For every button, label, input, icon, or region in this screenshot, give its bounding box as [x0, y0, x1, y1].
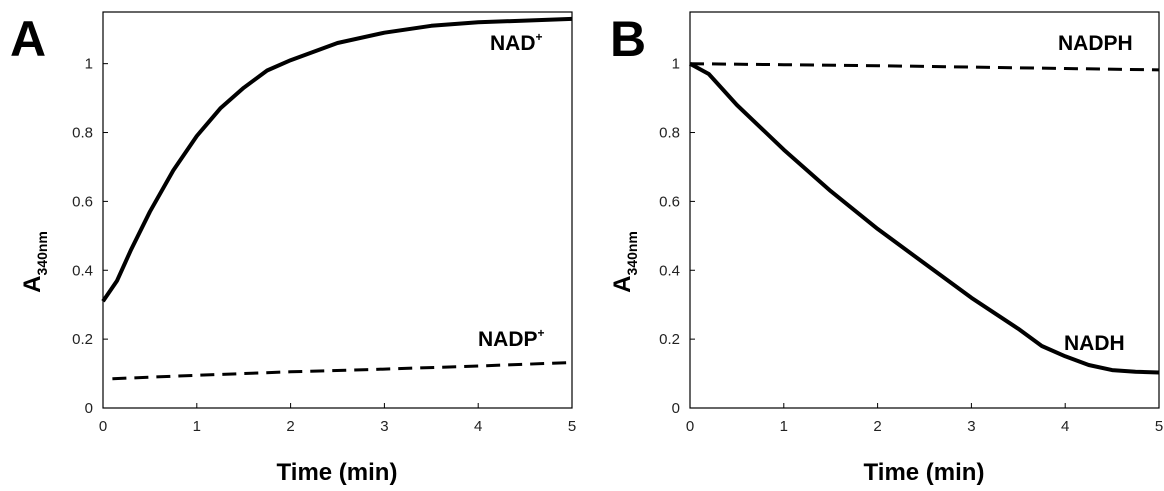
y-tick-label-a: 0 — [85, 400, 93, 417]
series-group-a — [101, 16, 573, 381]
x-tick-label-b: 4 — [1061, 418, 1069, 435]
series-label-nadp-sup: + — [538, 326, 545, 340]
y-tick-label-b: 0 — [672, 400, 680, 417]
tick-group-a: 0 1 2 3 4 5 0 0.2 0.4 0.6 0.8 1 — [72, 56, 576, 435]
y-tick-label-b: 1 — [672, 56, 680, 73]
series-label-nadp: NADP+ — [478, 326, 545, 351]
series-line-nad — [101, 16, 573, 303]
series-label-nadh-main: NADH — [1064, 332, 1125, 355]
series-label-nadph: NADPH — [1058, 32, 1133, 55]
series-line-nadp — [112, 361, 573, 381]
series-line-nadph — [689, 62, 1160, 72]
series-label-nad-main: NAD — [490, 32, 536, 55]
y-tick-label-b: 0.2 — [659, 331, 680, 348]
x-tick-label-a: 1 — [193, 418, 201, 435]
y-tick-label-b: 0.8 — [659, 125, 680, 142]
x-axis-title-a: Time (min) — [277, 459, 398, 486]
y-tick-label-a: 0.2 — [72, 331, 93, 348]
series-group-b — [689, 61, 1160, 375]
x-tick-label-b: 2 — [873, 418, 881, 435]
x-axis-title-b: Time (min) — [864, 459, 985, 486]
y-axis-title-sub-b: 340nm — [624, 231, 640, 275]
y-axis-title-b: A340nm — [609, 231, 640, 293]
y-tick-label-a: 1 — [85, 56, 93, 73]
x-tick-label-a: 2 — [286, 418, 294, 435]
y-tick-label-b: 0.4 — [659, 262, 680, 279]
y-axis-title-sub-a: 340nm — [34, 231, 50, 275]
series-label-nadp-main: NADP — [478, 328, 538, 351]
plot-frame-b — [689, 11, 1160, 409]
x-tick-label-a: 4 — [474, 418, 482, 435]
y-tick-label-a: 0.6 — [72, 193, 93, 210]
x-tick-label-b: 5 — [1155, 418, 1163, 435]
panel-a: A 0 1 2 3 4 500.20.40.60.81 Time (min) A340nm… — [10, 11, 576, 486]
series-label-nadph-main: NADPH — [1058, 32, 1133, 55]
y-tick-label-a: 0.4 — [72, 262, 93, 279]
series-label-nad: NAD+ — [490, 30, 543, 55]
y-axis-title-main-a: A — [19, 276, 46, 293]
series-label-nad-sup: + — [536, 30, 543, 44]
panel-b: B 0 1 2 3 4 5 0 0.2 0.4 0.6 0.8 1 Time (min) A340nm… — [609, 11, 1163, 486]
x-tick-label-b: 1 — [780, 418, 788, 435]
y-axis-title-a: A340nm — [19, 231, 50, 293]
x-tick-label-a: 3 — [380, 418, 388, 435]
panel-label-a: A — [10, 11, 46, 67]
plot-frame-a — [102, 11, 573, 409]
x-tick-label-b: 0 — [686, 418, 694, 435]
x-tick-label-a: 5 — [568, 418, 576, 435]
series-label-nadh: NADH — [1064, 332, 1125, 355]
y-tick-label-a: 0.8 — [72, 125, 93, 142]
tick-group-b: 0 1 2 3 4 5 0 0.2 0.4 0.6 0.8 1 — [659, 56, 1163, 435]
x-tick-label-b: 3 — [967, 418, 975, 435]
series-line-nadh — [689, 61, 1160, 375]
y-tick-label-b: 0.6 — [659, 193, 680, 210]
panel-label-b: B — [610, 11, 646, 67]
x-tick-label-a: 0 — [99, 418, 107, 435]
y-axis-title-main-b: A — [609, 276, 636, 293]
